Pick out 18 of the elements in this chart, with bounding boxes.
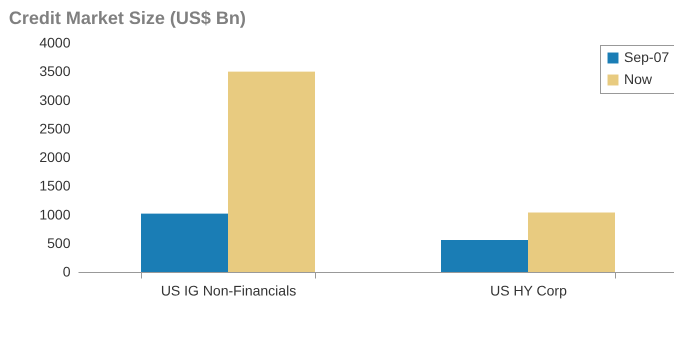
bar bbox=[141, 214, 228, 272]
legend-label: Now bbox=[624, 71, 653, 87]
y-tick-label: 2500 bbox=[39, 120, 71, 136]
y-tick-label: 2000 bbox=[39, 149, 71, 165]
y-tick-label: 3500 bbox=[39, 63, 71, 80]
y-tick-label: 1500 bbox=[39, 178, 71, 194]
x-tick-label: US IG Non-Financials bbox=[160, 282, 296, 298]
bar bbox=[228, 72, 315, 272]
x-tick-label: US HY Corp bbox=[490, 282, 568, 298]
bar bbox=[441, 240, 528, 272]
y-tick-label: 1000 bbox=[39, 206, 71, 222]
y-tick-label: 4000 bbox=[39, 34, 71, 50]
bar bbox=[528, 212, 615, 272]
y-tick-label: 0 bbox=[62, 264, 71, 280]
y-tick-label: 500 bbox=[47, 234, 71, 251]
legend-label: Sep-07 bbox=[624, 49, 670, 65]
chart-title: Credit Market Size (US$ Bn) bbox=[8, 8, 246, 28]
y-tick-label: 3000 bbox=[39, 92, 71, 108]
